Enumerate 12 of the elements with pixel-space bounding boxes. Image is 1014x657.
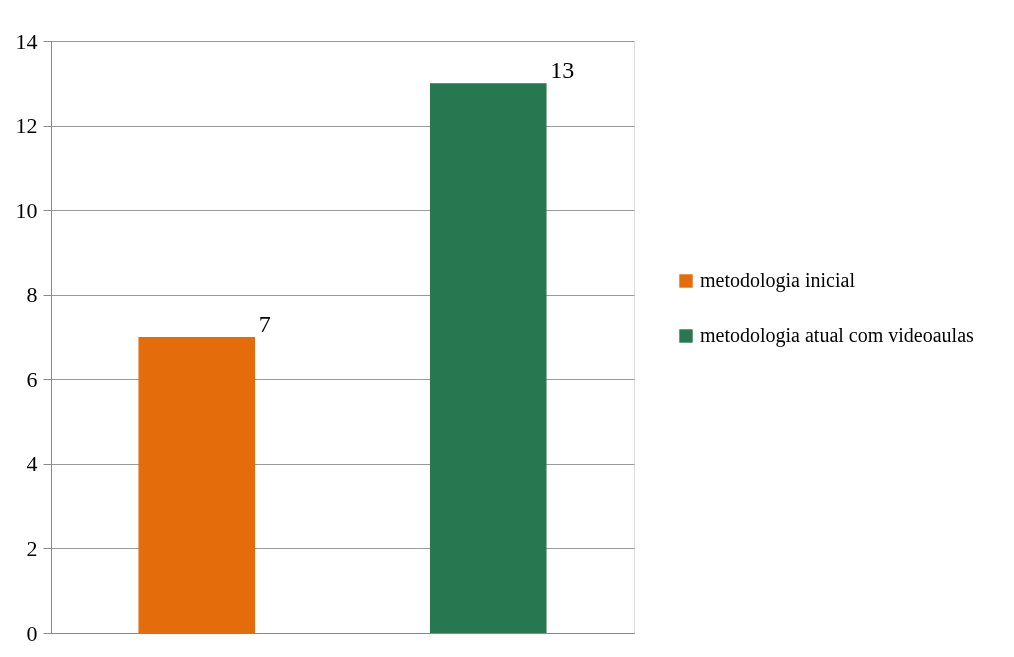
y-tick-label: 6	[26, 366, 38, 392]
y-tick-label: 8	[26, 282, 38, 308]
legend-label: metodologia inicial	[700, 269, 856, 292]
data-label: 7	[258, 311, 271, 337]
data-label: 13	[550, 57, 575, 84]
y-tick-label: 2	[26, 535, 38, 561]
y-tick-label: 12	[15, 113, 38, 139]
y-tick-label: 4	[26, 451, 38, 477]
y-tick-label: 14	[15, 28, 38, 54]
legend-label: metodologia atual com videoaulas	[700, 324, 975, 347]
y-tick-label: 10	[15, 197, 38, 223]
y-tick-label: 0	[26, 620, 38, 646]
